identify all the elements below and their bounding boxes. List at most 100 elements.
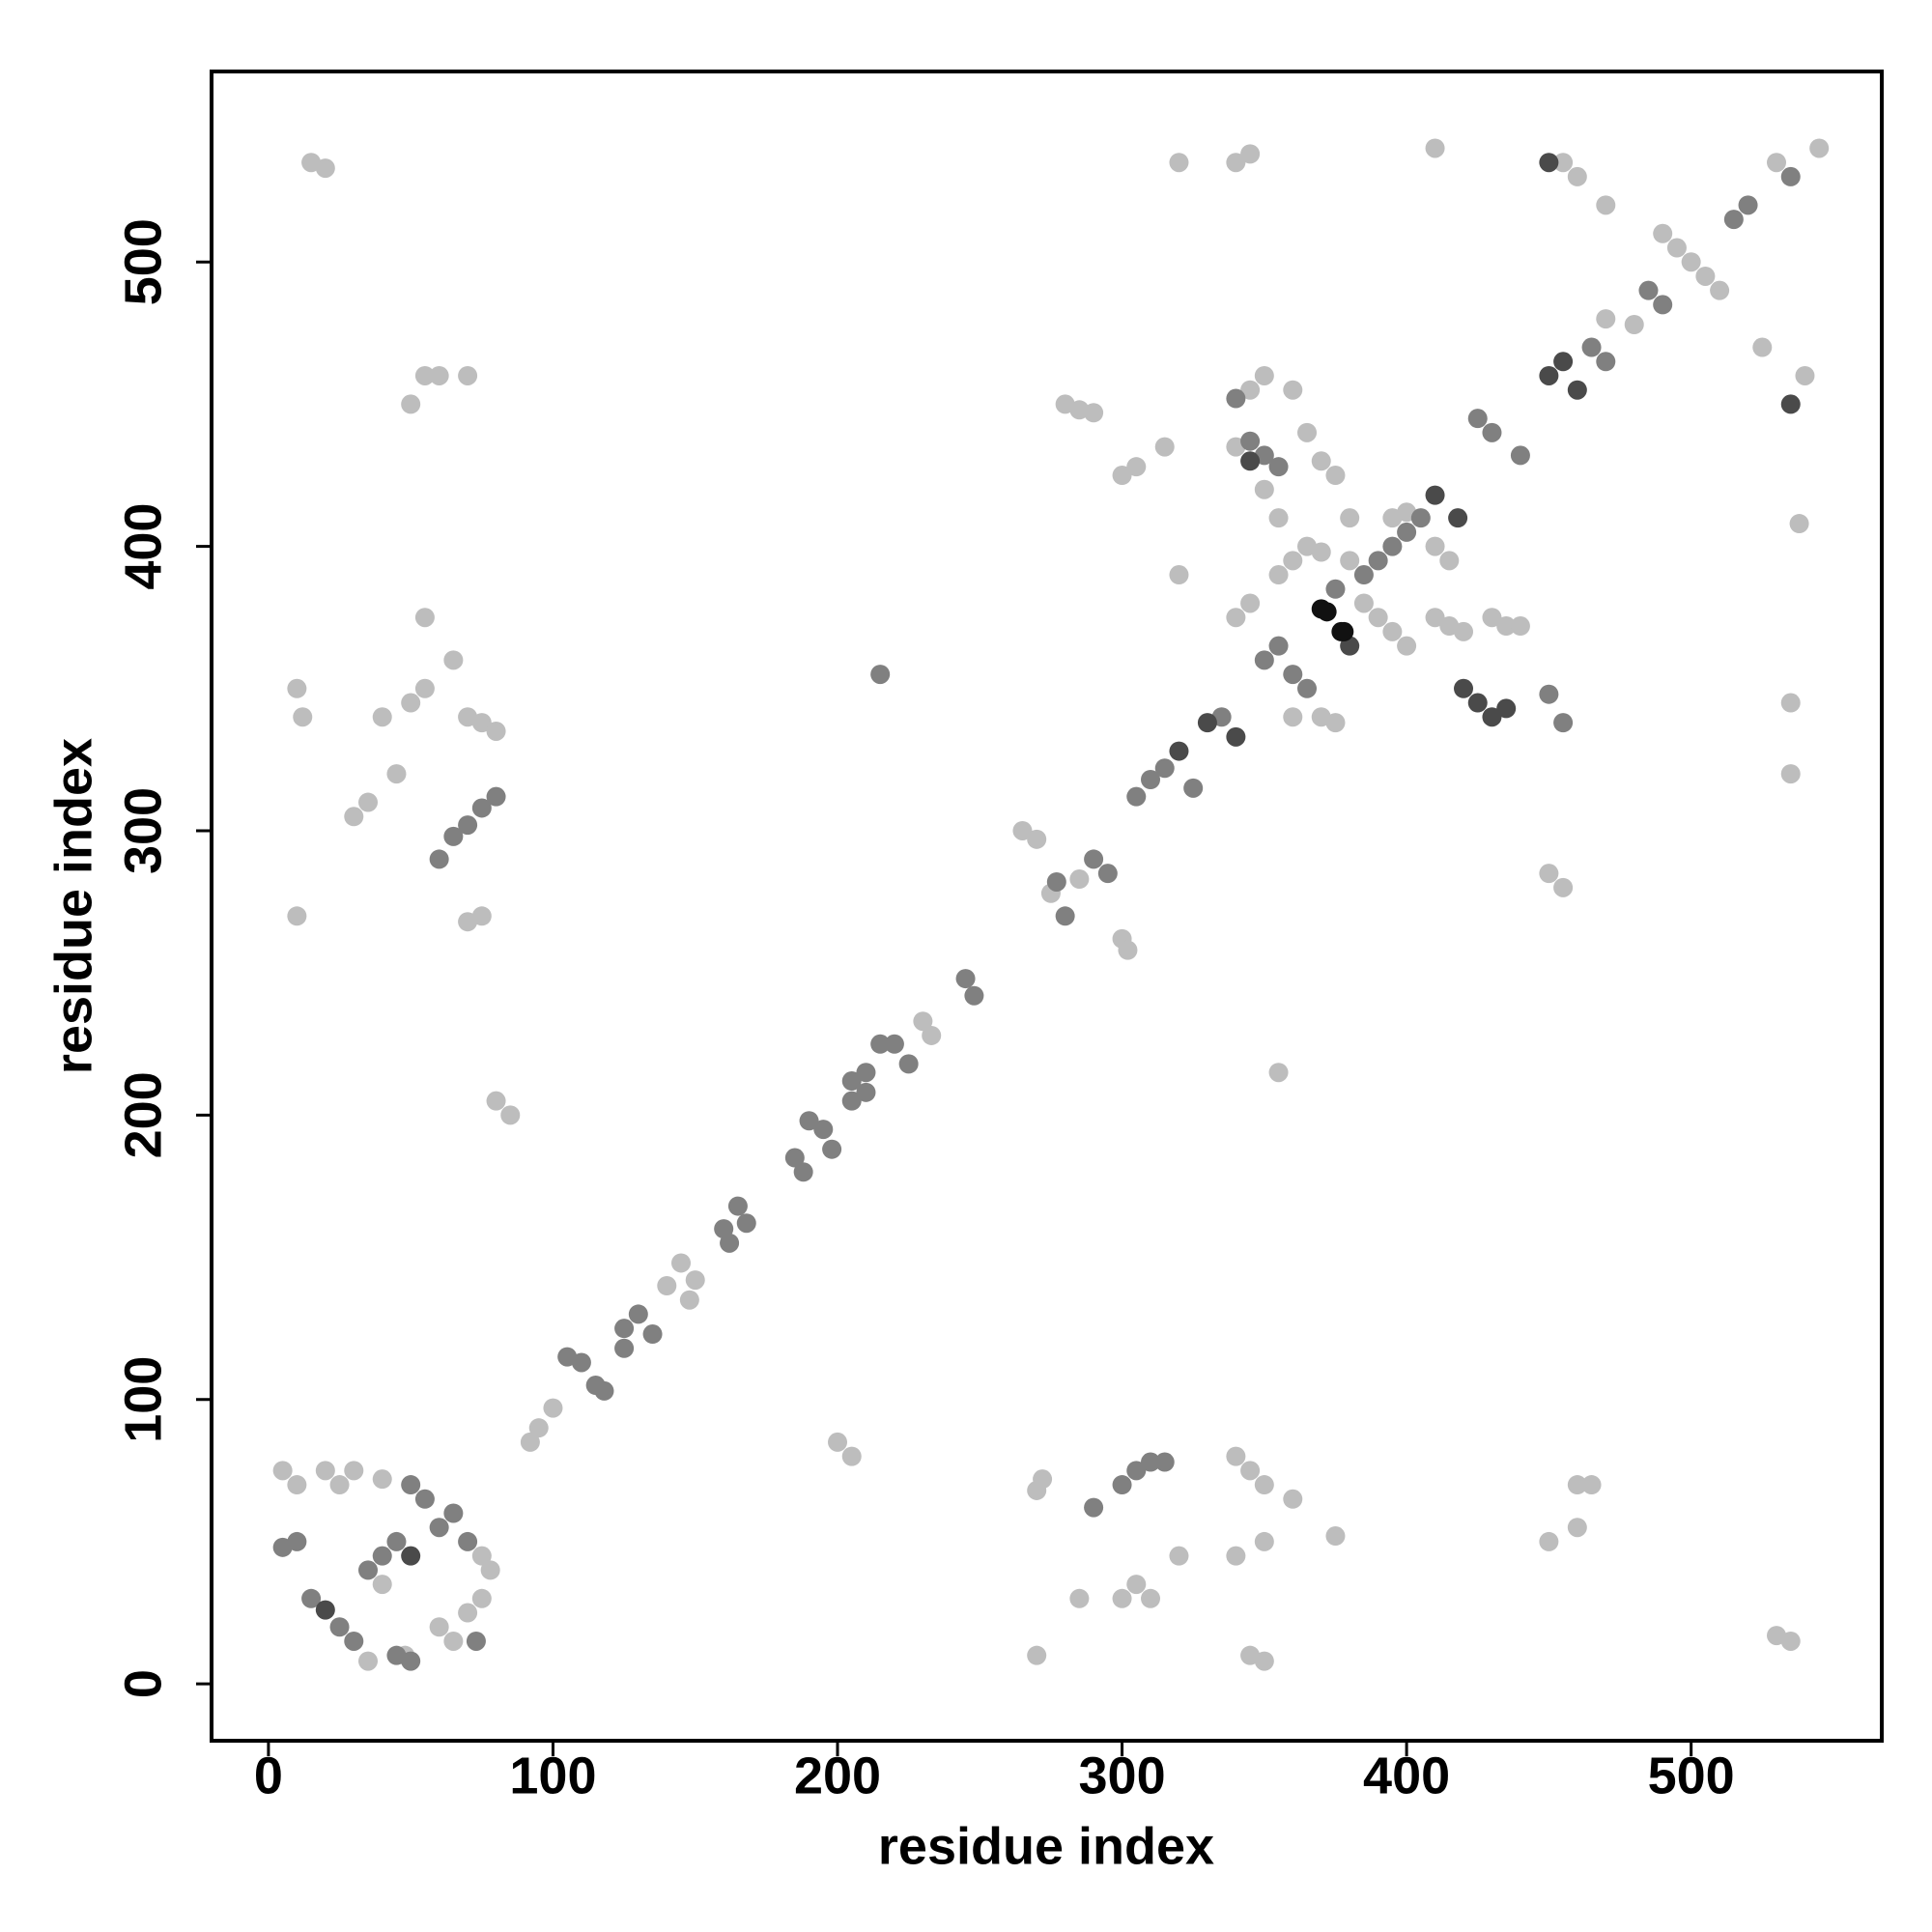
point: [1710, 280, 1730, 300]
point: [1581, 1475, 1602, 1495]
point: [486, 786, 506, 807]
point: [1553, 877, 1574, 897]
point: [727, 1196, 748, 1216]
point: [1325, 1526, 1346, 1547]
point: [1283, 380, 1303, 400]
point: [1268, 1063, 1289, 1083]
point: [856, 1082, 876, 1102]
point: [841, 1071, 862, 1092]
point: [1055, 906, 1075, 926]
point: [1553, 153, 1574, 173]
point: [1240, 431, 1261, 451]
point: [1254, 650, 1274, 670]
point: [1154, 1452, 1175, 1472]
x-axis-label: residue index: [878, 1817, 1214, 1875]
point: [1795, 365, 1815, 385]
point: [679, 1290, 699, 1310]
point: [429, 849, 449, 869]
point: [429, 1518, 449, 1538]
point: [429, 1617, 449, 1637]
point: [1780, 166, 1801, 186]
point: [1112, 466, 1132, 486]
point: [1084, 849, 1104, 869]
point: [372, 1469, 392, 1490]
point: [1240, 593, 1261, 613]
point: [429, 365, 449, 385]
point: [1240, 144, 1261, 164]
point: [386, 1531, 407, 1551]
point: [1226, 1446, 1246, 1466]
point: [1382, 536, 1403, 556]
point: [1226, 388, 1246, 409]
x-tick-label: 400: [1363, 1747, 1450, 1804]
point: [1169, 741, 1189, 761]
point: [1738, 195, 1758, 215]
y-tick-label: 300: [114, 787, 172, 874]
point: [828, 1432, 848, 1452]
point: [1268, 457, 1289, 477]
point: [414, 608, 435, 628]
point: [614, 1319, 635, 1339]
point: [1666, 238, 1687, 258]
point: [1780, 394, 1801, 414]
y-tick-label: 100: [114, 1356, 172, 1443]
point: [1752, 337, 1773, 357]
point: [500, 1105, 521, 1125]
point: [1325, 579, 1346, 599]
point: [471, 798, 492, 818]
point: [1226, 608, 1246, 628]
point: [884, 1034, 904, 1054]
point: [784, 1148, 805, 1168]
point: [458, 1603, 478, 1623]
point: [1297, 422, 1318, 442]
point: [1126, 1575, 1147, 1595]
point: [1454, 678, 1474, 698]
point: [401, 1651, 421, 1671]
point: [1539, 684, 1559, 704]
point: [1581, 337, 1602, 357]
point: [1482, 608, 1502, 628]
point: [1097, 864, 1118, 884]
y-tick-label: 400: [114, 503, 172, 590]
point: [1283, 551, 1303, 571]
point: [372, 1546, 392, 1566]
point: [1596, 309, 1616, 329]
point: [1553, 352, 1574, 372]
point: [287, 906, 307, 926]
point: [301, 1588, 322, 1608]
point: [1169, 565, 1189, 585]
point: [1596, 352, 1616, 372]
point: [480, 1560, 500, 1580]
point: [372, 707, 392, 727]
point: [1012, 820, 1033, 840]
point: [344, 1631, 364, 1651]
point: [1482, 422, 1502, 442]
point: [1496, 698, 1517, 719]
x-tick-label: 500: [1648, 1747, 1735, 1804]
points: [272, 138, 1830, 1671]
point: [471, 713, 492, 733]
point: [443, 650, 464, 670]
x-tick-label: 200: [794, 1747, 881, 1804]
point: [293, 707, 313, 727]
point: [1467, 693, 1488, 713]
point: [1283, 665, 1303, 685]
point: [1112, 1475, 1132, 1495]
point: [1510, 445, 1530, 466]
point: [272, 1537, 293, 1557]
point: [1410, 508, 1431, 528]
point: [358, 1651, 379, 1671]
point: [1780, 693, 1801, 713]
point: [401, 394, 421, 414]
point: [272, 1461, 293, 1481]
point: [1027, 1645, 1047, 1665]
point: [1197, 713, 1217, 733]
point: [1240, 451, 1261, 471]
point: [813, 1120, 834, 1140]
point: [1780, 764, 1801, 784]
point: [1368, 551, 1388, 571]
point: [1254, 1531, 1274, 1551]
point: [685, 1270, 705, 1291]
point: [1539, 1531, 1559, 1551]
point: [1254, 479, 1274, 499]
